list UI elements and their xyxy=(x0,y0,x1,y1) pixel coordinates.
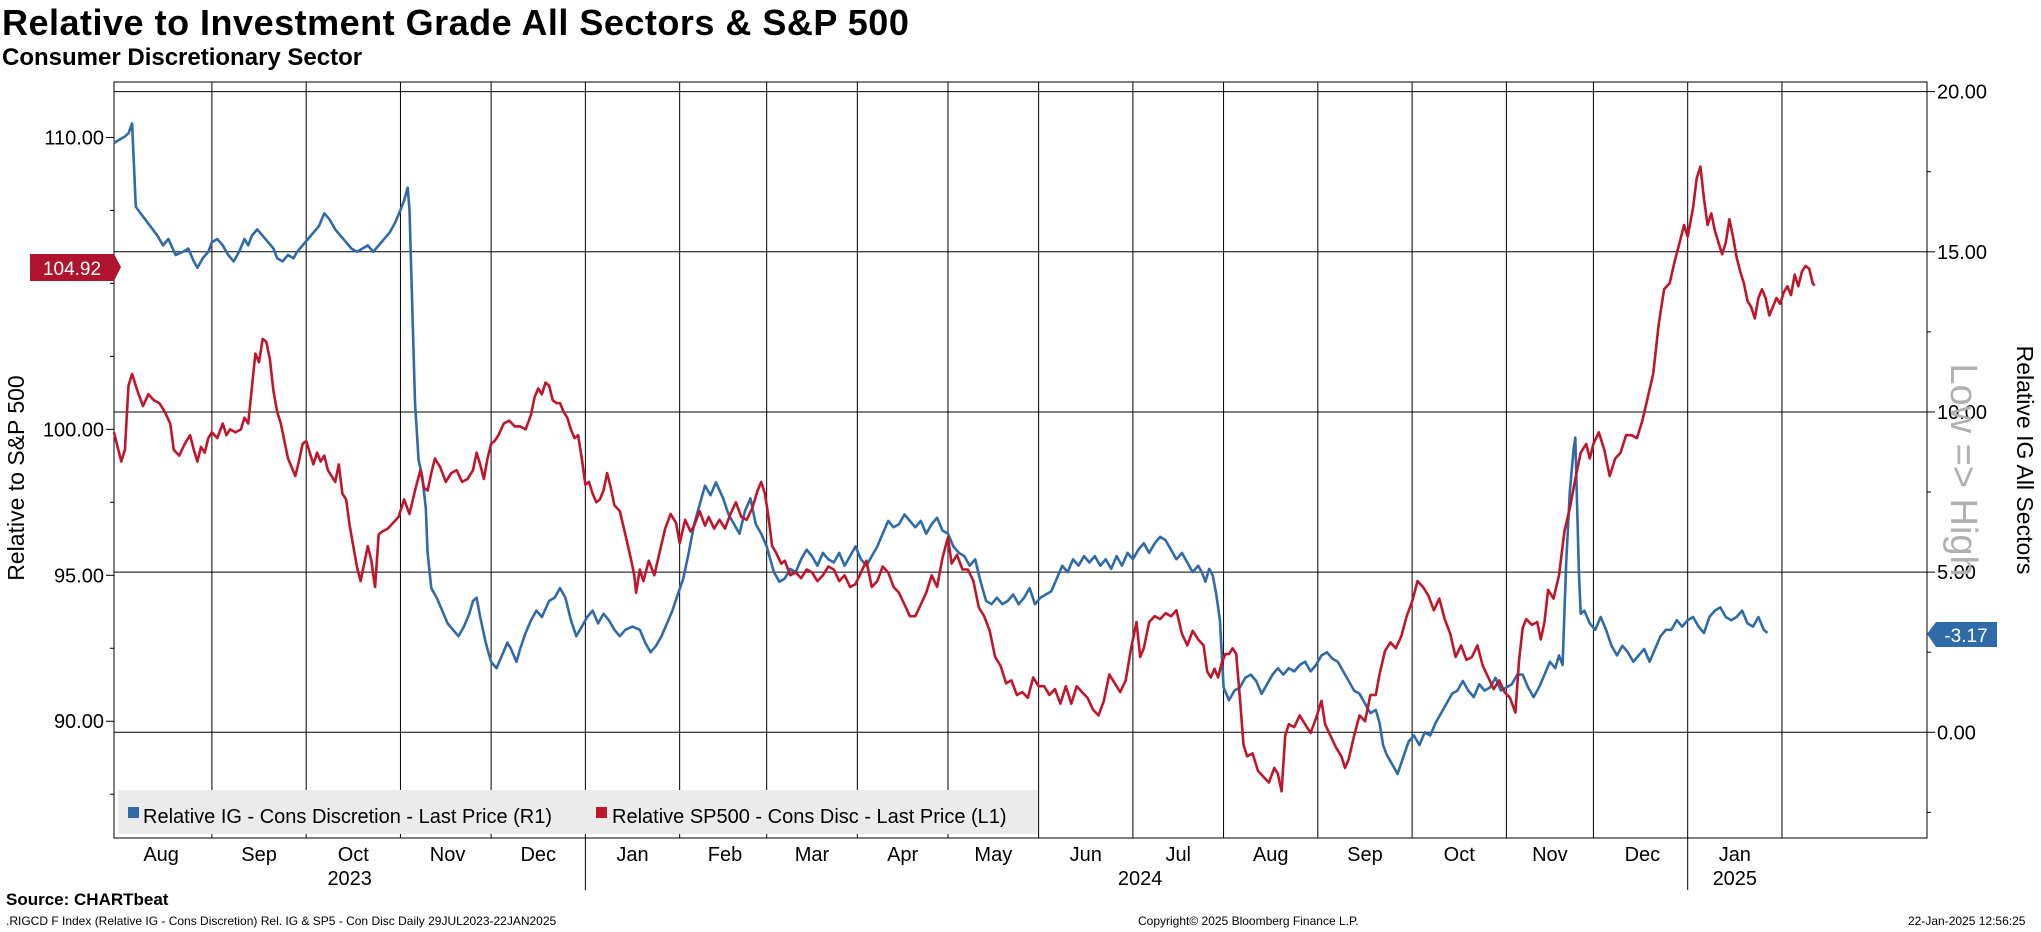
right-tick-label: 15.00 xyxy=(1937,242,1987,264)
right-tick-label: 20.00 xyxy=(1937,82,1987,104)
month-label: Mar xyxy=(795,844,830,866)
index-info: .RIGCD F Index (Relative IG - Cons Discr… xyxy=(6,914,557,928)
right-axis: 0.00 5.00 10.00 15.00 20.00 xyxy=(1927,82,1987,813)
month-label: Feb xyxy=(708,844,742,866)
legend: Relative IG - Cons Discretion - Last Pri… xyxy=(118,790,1038,834)
last-value-right: -3.17 xyxy=(1944,626,1987,647)
right-tick-label: 5.00 xyxy=(1937,562,1976,584)
low-high-annotation: Low => High xyxy=(1942,363,1984,576)
legend-label-ig: Relative IG - Cons Discretion - Last Pri… xyxy=(143,806,552,828)
series-line-sp500 xyxy=(112,165,1816,793)
last-value-right-tag: -3.17 xyxy=(1927,622,1997,647)
month-label: Dec xyxy=(1625,844,1661,866)
month-label: Apr xyxy=(887,844,918,866)
month-label: Sep xyxy=(1347,844,1383,866)
x-axis: Aug Sep Oct Nov Dec Jan Feb Mar Apr May Jun Jul Aug S… xyxy=(143,838,1757,890)
chart-title: Relative to Investment Grade All Sectors… xyxy=(2,2,910,43)
right-tick-label: 0.00 xyxy=(1937,722,1976,744)
month-label: Nov xyxy=(430,844,466,866)
left-axis: 90.00 95.00 100.00 110.00 xyxy=(43,127,114,795)
month-label: Oct xyxy=(338,844,370,866)
month-label: Jan xyxy=(616,844,648,866)
month-label: May xyxy=(974,844,1012,866)
month-label: Jan xyxy=(1719,844,1751,866)
month-label: Nov xyxy=(1532,844,1568,866)
copyright: Copyright© 2025 Bloomberg Finance L.P. xyxy=(1138,914,1359,928)
month-gridlines xyxy=(113,82,1783,838)
chart-subtitle: Consumer Discretionary Sector xyxy=(2,44,363,71)
month-label: Jun xyxy=(1070,844,1102,866)
left-tick-label: 100.00 xyxy=(43,419,104,441)
legend-label-sp500: Relative SP500 - Cons Disc - Last Price … xyxy=(612,806,1007,828)
series-layer xyxy=(112,122,1816,793)
series-line-ig xyxy=(113,122,1769,776)
year-label: 2024 xyxy=(1118,868,1163,890)
month-label: Aug xyxy=(143,844,179,866)
month-label: Sep xyxy=(241,844,277,866)
last-value-left-tag: 104.92 xyxy=(30,254,121,281)
source-note: Source: CHARTbeat xyxy=(6,890,169,909)
legend-background xyxy=(118,790,1038,834)
left-tick-label: 95.00 xyxy=(54,565,104,587)
left-axis-label: Relative to S&P 500 xyxy=(3,375,29,580)
month-label: Jul xyxy=(1165,844,1191,866)
left-tick-label: 110.00 xyxy=(44,127,104,149)
right-tick-label: 10.00 xyxy=(1937,402,1987,424)
legend-swatch-sp500 xyxy=(596,807,607,818)
year-label: 2023 xyxy=(327,868,372,890)
left-tick-label: 90.00 xyxy=(54,711,104,733)
month-label: Dec xyxy=(520,844,556,866)
legend-swatch-ig xyxy=(128,807,139,818)
plot-frame xyxy=(113,81,1928,839)
timestamp: 22-Jan-2025 12:56:25 xyxy=(1908,914,2026,928)
year-label: 2025 xyxy=(1713,868,1758,890)
last-value-left: 104.92 xyxy=(43,259,101,280)
month-label: Aug xyxy=(1253,844,1289,866)
month-label: Oct xyxy=(1444,844,1476,866)
right-axis-label: Relative IG All Sectors xyxy=(2012,346,2038,575)
horizontal-gridlines xyxy=(114,91,1927,733)
